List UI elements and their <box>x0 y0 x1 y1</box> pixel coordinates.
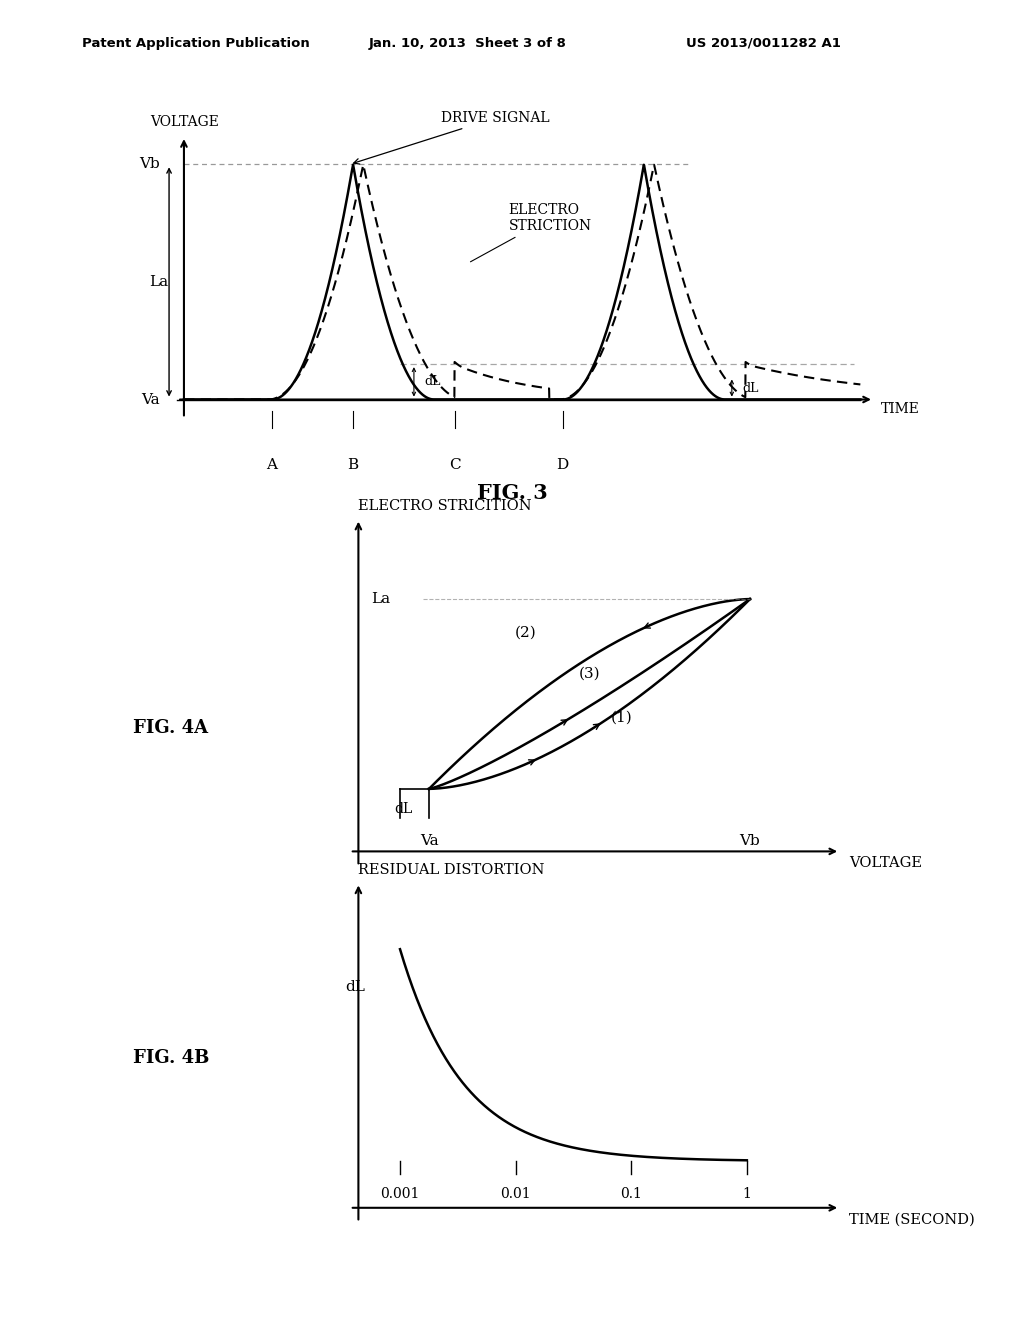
Text: ELECTRO
STRICTION: ELECTRO STRICTION <box>470 203 592 261</box>
Text: RESIDUAL DISTORTION: RESIDUAL DISTORTION <box>358 863 545 876</box>
Text: dL: dL <box>424 375 440 388</box>
Text: Va: Va <box>420 833 438 847</box>
Text: (1): (1) <box>610 711 633 725</box>
Text: Vb: Vb <box>739 833 761 847</box>
Text: La: La <box>148 275 168 289</box>
Text: TIME (SECOND): TIME (SECOND) <box>849 1212 975 1226</box>
Text: dL: dL <box>345 981 366 994</box>
Text: (3): (3) <box>579 667 600 680</box>
Text: La: La <box>372 593 390 606</box>
Text: dL: dL <box>742 381 759 395</box>
Text: Jan. 10, 2013  Sheet 3 of 8: Jan. 10, 2013 Sheet 3 of 8 <box>369 37 566 50</box>
Text: Patent Application Publication: Patent Application Publication <box>82 37 309 50</box>
Text: VOLTAGE: VOLTAGE <box>151 115 219 129</box>
Text: US 2013/0011282 A1: US 2013/0011282 A1 <box>686 37 841 50</box>
Text: 0.001: 0.001 <box>380 1187 420 1201</box>
Text: (2): (2) <box>514 626 537 640</box>
Text: 1: 1 <box>742 1187 752 1201</box>
Text: 0.01: 0.01 <box>501 1187 531 1201</box>
Text: Va: Va <box>141 392 161 407</box>
Text: D: D <box>557 458 569 473</box>
Text: dL: dL <box>394 803 413 816</box>
Text: FIG. 4A: FIG. 4A <box>133 718 208 737</box>
Text: A: A <box>266 458 278 473</box>
Text: FIG. 3: FIG. 3 <box>476 483 548 503</box>
Text: VOLTAGE: VOLTAGE <box>849 857 922 870</box>
Text: TIME: TIME <box>881 401 920 416</box>
Text: ELECTRO STRICITION: ELECTRO STRICITION <box>358 499 532 513</box>
Text: DRIVE SIGNAL: DRIVE SIGNAL <box>353 111 550 164</box>
Text: FIG. 4B: FIG. 4B <box>133 1048 210 1067</box>
Text: B: B <box>347 458 358 473</box>
Text: C: C <box>449 458 461 473</box>
Text: 0.1: 0.1 <box>621 1187 642 1201</box>
Text: Vb: Vb <box>139 157 161 172</box>
